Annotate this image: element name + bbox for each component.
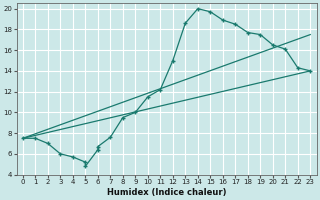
X-axis label: Humidex (Indice chaleur): Humidex (Indice chaleur) — [107, 188, 226, 197]
